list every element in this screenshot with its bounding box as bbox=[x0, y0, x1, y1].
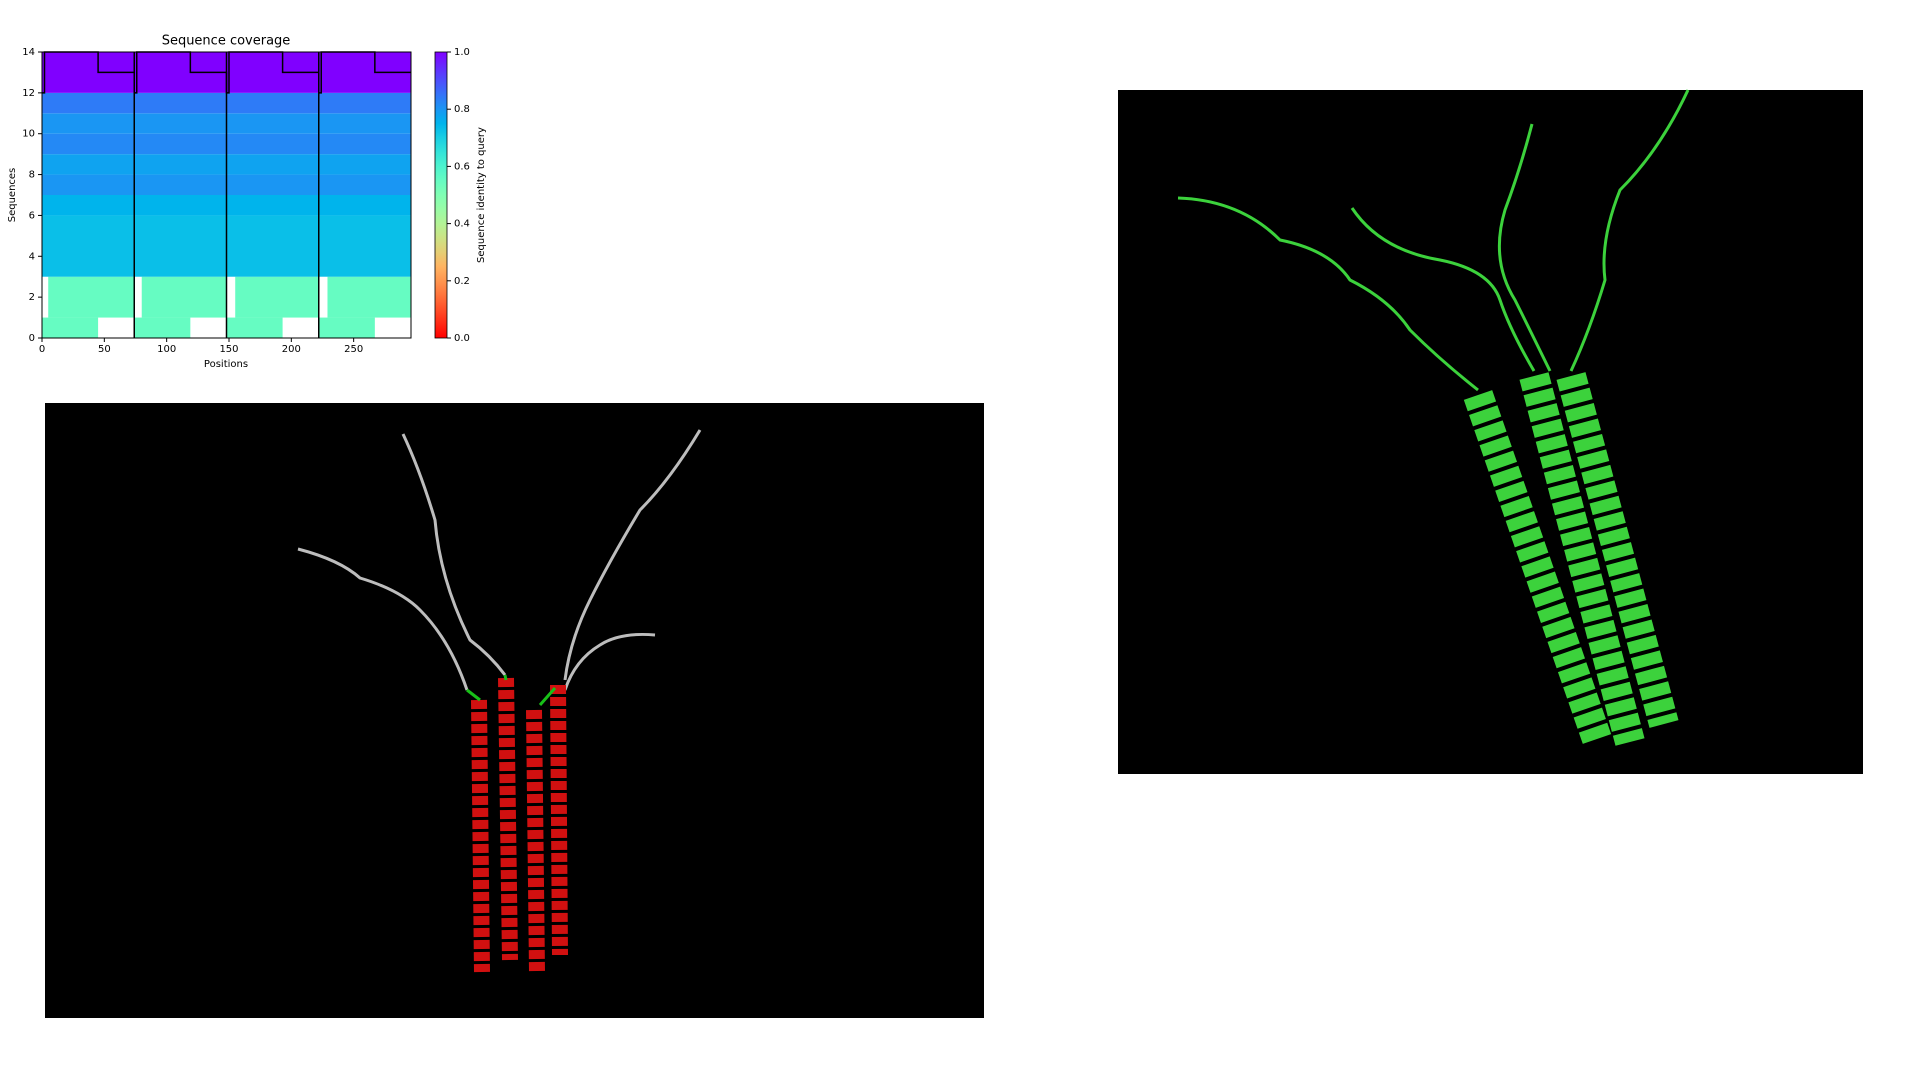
colorbar-tick-label: 0.8 bbox=[454, 104, 470, 115]
y-tick-label: 10 bbox=[22, 129, 35, 140]
coverage-cell bbox=[318, 317, 375, 338]
x-tick-label: 0 bbox=[39, 344, 45, 355]
chart-title: Sequence coverage bbox=[162, 34, 291, 49]
y-tick-label: 2 bbox=[29, 292, 35, 303]
structure-view-red bbox=[45, 403, 984, 1018]
colorbar-tick-label: 1.0 bbox=[454, 47, 470, 58]
x-tick-label: 50 bbox=[98, 344, 111, 355]
coverage-cell bbox=[42, 317, 99, 338]
colorbar bbox=[434, 51, 448, 339]
coverage-cell bbox=[134, 317, 191, 338]
coverage-cell bbox=[226, 317, 283, 338]
colorbar-tick-label: 0.2 bbox=[454, 276, 470, 287]
structure-view-green bbox=[1118, 89, 1863, 774]
x-tick-label: 150 bbox=[219, 344, 238, 355]
y-axis-label: Sequences bbox=[7, 168, 18, 223]
x-tick-label: 200 bbox=[282, 344, 301, 355]
coverage-cell bbox=[235, 276, 319, 318]
colorbar-label: Sequence identity to query bbox=[476, 127, 487, 263]
colorbar-tick-label: 0.0 bbox=[454, 333, 470, 344]
x-tick-label: 250 bbox=[344, 344, 363, 355]
colorbar-tick-label: 0.4 bbox=[454, 219, 470, 230]
y-tick-label: 4 bbox=[29, 251, 35, 262]
coverage-cell bbox=[48, 276, 135, 318]
y-tick-label: 8 bbox=[29, 170, 35, 181]
coverage-cell bbox=[327, 276, 411, 318]
coverage-chart: Sequence coverage Positions Sequences Se… bbox=[7, 34, 487, 371]
x-axis-label: Positions bbox=[204, 359, 248, 370]
colorbar-tick-label: 0.6 bbox=[454, 161, 470, 172]
coverage-cell bbox=[141, 276, 227, 318]
x-tick-label: 100 bbox=[157, 344, 176, 355]
coverage-line bbox=[42, 51, 411, 94]
y-tick-label: 0 bbox=[29, 333, 35, 344]
y-tick-label: 6 bbox=[29, 210, 35, 221]
y-tick-label: 14 bbox=[22, 47, 35, 58]
y-tick-label: 12 bbox=[22, 88, 35, 99]
plot-frame bbox=[41, 51, 412, 339]
